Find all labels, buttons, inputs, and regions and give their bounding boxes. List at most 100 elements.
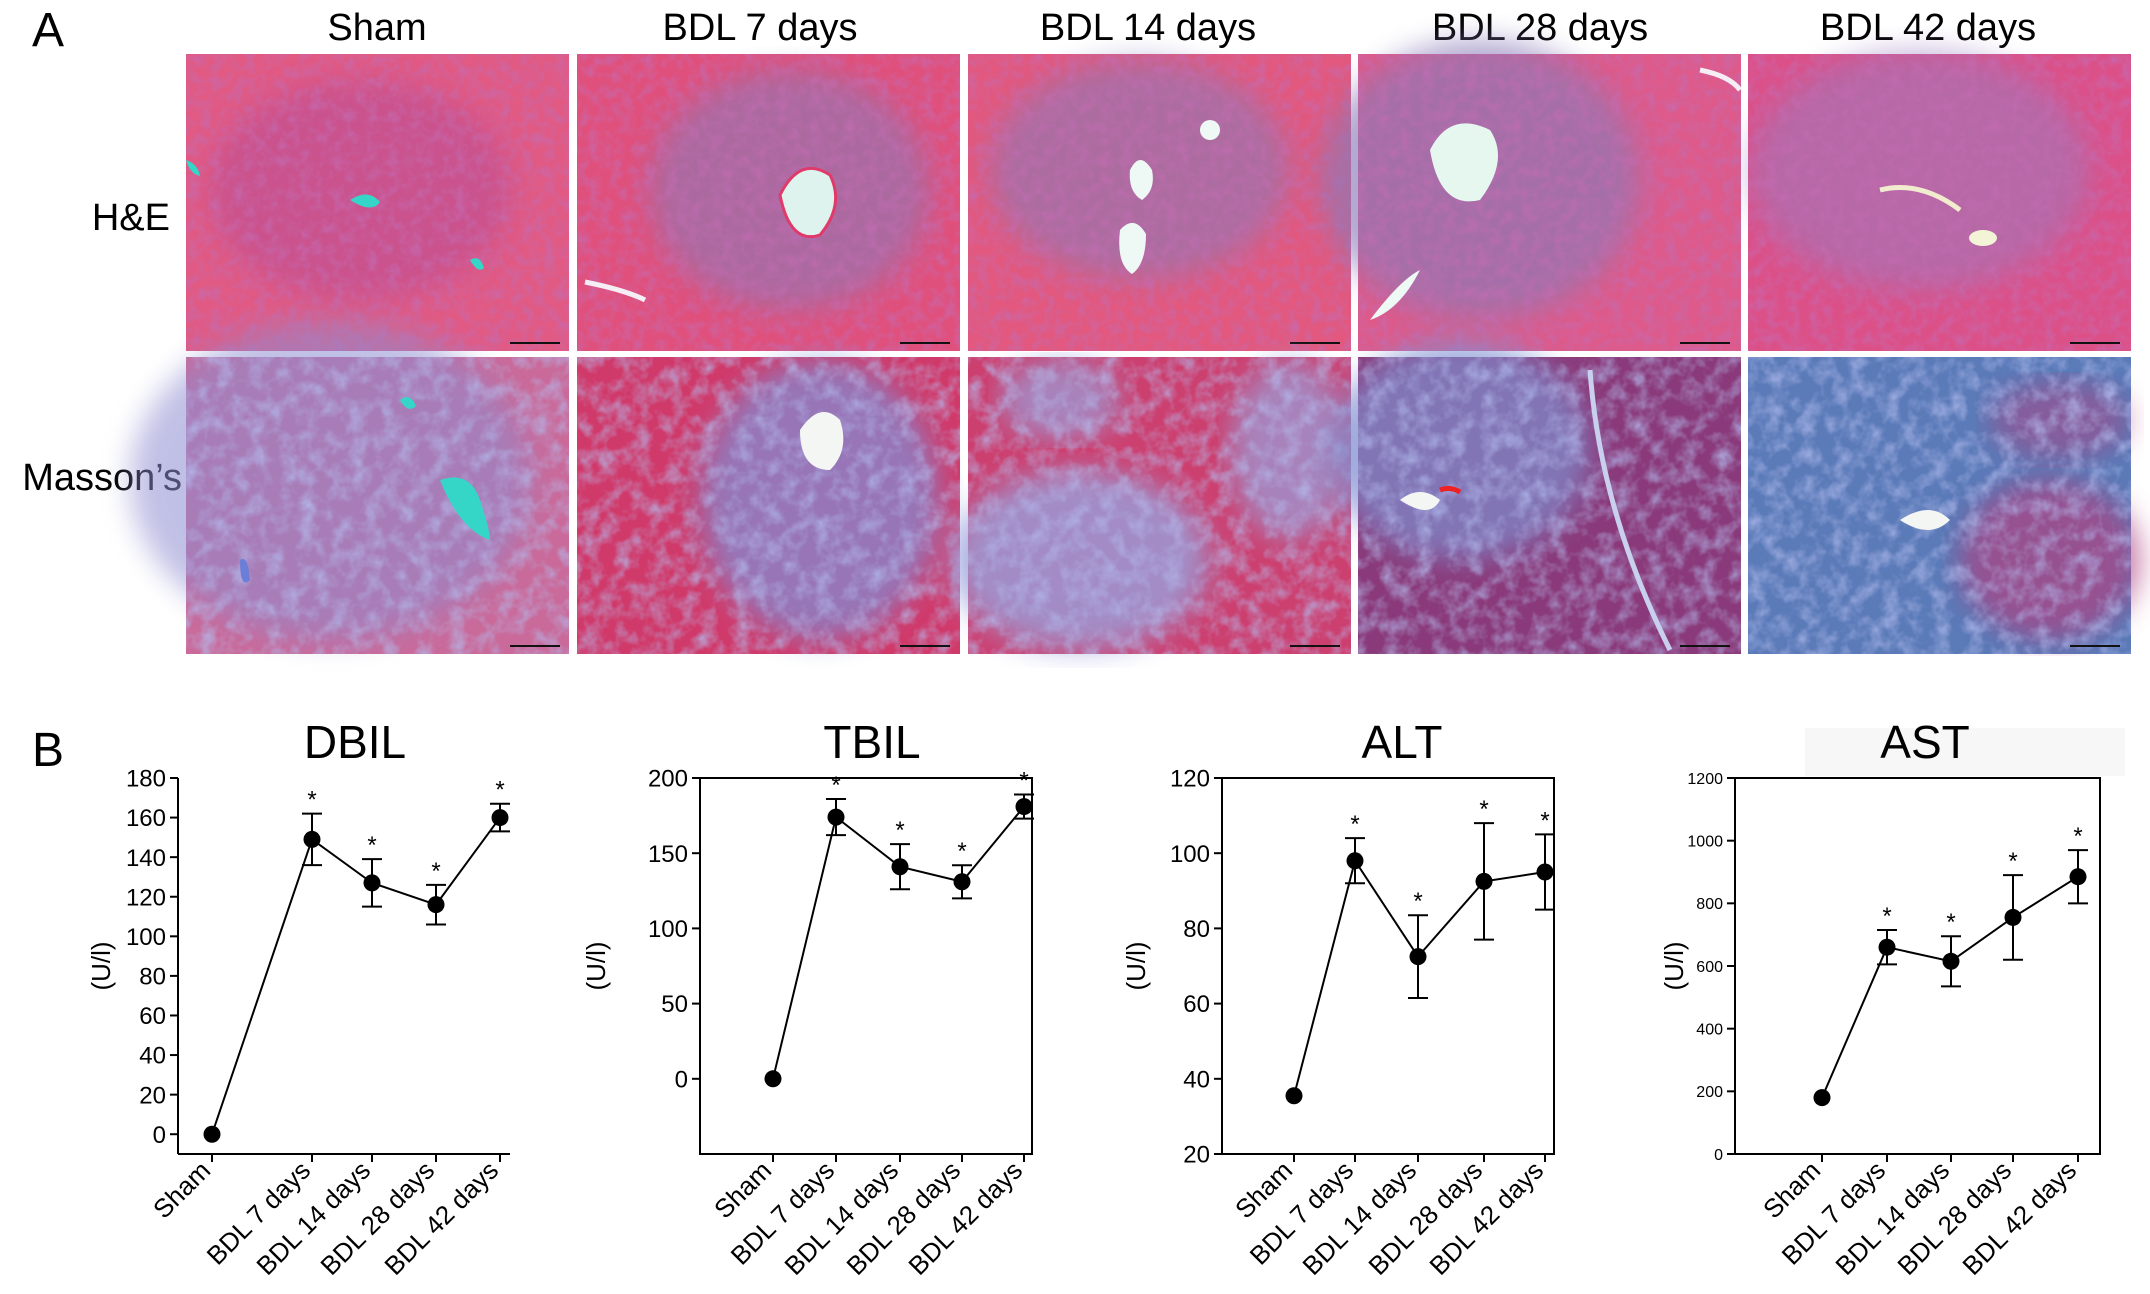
ast-ytick-label: 0 xyxy=(1714,1147,1723,1164)
tbil-ytick-label: 150 xyxy=(648,841,688,868)
dbil-y-axis-label: (U/l) xyxy=(86,941,116,990)
ast-significance-marker: * xyxy=(2008,848,2017,875)
ast-significance-marker: * xyxy=(2073,823,2082,850)
dbil-ytick-label: 0 xyxy=(153,1122,166,1149)
row-header-he: H&E xyxy=(92,197,170,239)
dbil-ytick-label: 40 xyxy=(139,1043,166,1070)
column-header-bdl-7-days: BDL 7 days xyxy=(662,7,857,49)
tbil-ytick-label: 100 xyxy=(648,916,688,943)
dbil-title: DBIL xyxy=(304,716,406,768)
dbil-ytick-label: 60 xyxy=(139,1003,166,1030)
tbil-title: TBIL xyxy=(823,716,920,768)
tbil-data-point xyxy=(891,858,909,876)
tbil-significance-marker: * xyxy=(1019,768,1028,795)
ast-ytick-label: 1000 xyxy=(1687,833,1723,850)
ast-ytick-label: 400 xyxy=(1696,1021,1723,1038)
dbil-ytick-label: 100 xyxy=(126,924,166,951)
tbil-data-point xyxy=(827,808,845,826)
ast-data-point xyxy=(2069,868,2087,886)
alt-data-point xyxy=(1346,852,1364,870)
tbil-series-line xyxy=(772,805,1025,1080)
column-header-bdl-42-days: BDL 42 days xyxy=(1820,7,2036,49)
masson-image-bdl-7-days xyxy=(577,357,960,654)
ast-data-point xyxy=(1813,1089,1831,1107)
ast-ytick-label: 800 xyxy=(1696,896,1723,913)
dbil-data-point xyxy=(491,809,509,827)
alt-significance-marker: * xyxy=(1540,807,1549,834)
dbil-series-line xyxy=(211,816,501,1135)
masson-image-bdl-42-days xyxy=(1748,357,2140,654)
dbil-data-point xyxy=(303,830,321,848)
dbil-ytick-label: 80 xyxy=(139,964,166,991)
alt-ytick-label: 100 xyxy=(1170,841,1210,868)
tbil-data-point xyxy=(1015,798,1033,816)
column-header-bdl-14-days: BDL 14 days xyxy=(1040,7,1256,49)
ast-y-axis-label: (U/l) xyxy=(1659,941,1689,990)
dbil-xtick-label: Sham xyxy=(147,1155,216,1224)
panel-b-label: B xyxy=(32,724,64,777)
ast-title: AST xyxy=(1880,716,1969,768)
tbil-data-point xyxy=(764,1070,782,1088)
ast-data-point xyxy=(1942,952,1960,970)
dbil-significance-marker: * xyxy=(367,832,376,859)
alt-y-axis-label: (U/l) xyxy=(1121,941,1151,990)
ast-data-point xyxy=(2004,908,2022,926)
tbil-significance-marker: * xyxy=(831,772,840,799)
dbil-data-point xyxy=(427,896,445,914)
alt-data-point xyxy=(1285,1087,1303,1105)
tbil-significance-marker: * xyxy=(957,838,966,865)
he-image-bdl-14-days xyxy=(968,54,1351,351)
dbil-ytick-label: 180 xyxy=(126,766,166,793)
alt-title: ALT xyxy=(1362,716,1443,768)
tbil-ytick-label: 200 xyxy=(648,766,688,793)
dbil-ytick-label: 160 xyxy=(126,805,166,832)
alt-significance-marker: * xyxy=(1479,796,1488,823)
masson-image-bdl-28-days xyxy=(1330,340,1741,654)
alt-ytick-label: 20 xyxy=(1183,1142,1210,1169)
ast-title-background xyxy=(1805,728,2125,776)
tbil-y-axis-label: (U/l) xyxy=(581,941,611,990)
tbil-data-point xyxy=(953,873,971,891)
ast-ytick-label: 600 xyxy=(1696,959,1723,976)
tbil-ytick-label: 50 xyxy=(661,991,688,1018)
dbil-ytick-label: 20 xyxy=(139,1082,166,1109)
ast-data-point xyxy=(1878,938,1896,956)
ast-ytick-label: 1200 xyxy=(1687,771,1723,788)
alt-data-point xyxy=(1475,872,1493,890)
tbil-ytick-label: 0 xyxy=(675,1066,688,1093)
masson-image-sham xyxy=(130,320,569,654)
dbil-data-point xyxy=(203,1125,221,1143)
ast-plot-frame xyxy=(1734,777,2101,1155)
dbil-chart: DBIL020406080100120140160180(U/l)ShamBDL… xyxy=(86,716,510,1281)
alt-ytick-label: 60 xyxy=(1183,991,1210,1018)
charts: DBIL020406080100120140160180(U/l)ShamBDL… xyxy=(86,716,2101,1281)
alt-data-point xyxy=(1536,863,1554,881)
he-image-bdl-28-days xyxy=(1320,40,1743,351)
panel-a-label: A xyxy=(32,4,64,57)
dbil-data-point xyxy=(363,874,381,892)
alt-significance-marker: * xyxy=(1350,811,1359,838)
masson-image-bdl-14-days xyxy=(950,357,1351,654)
alt-plot-frame xyxy=(1221,777,1555,1155)
ast-significance-marker: * xyxy=(1946,909,1955,936)
ast-significance-marker: * xyxy=(1882,903,1891,930)
tbil-plot-frame xyxy=(699,777,1033,1155)
dbil-significance-marker: * xyxy=(431,858,440,885)
dbil-significance-marker: * xyxy=(495,777,504,804)
dbil-significance-marker: * xyxy=(307,787,316,814)
alt-data-point xyxy=(1409,948,1427,966)
he-image-bdl-7-days xyxy=(577,54,960,351)
dbil-ytick-label: 120 xyxy=(126,884,166,911)
he-image-sham xyxy=(186,54,569,351)
alt-significance-marker: * xyxy=(1413,888,1422,915)
tbil-significance-marker: * xyxy=(895,817,904,844)
column-header-sham: Sham xyxy=(327,7,426,49)
alt-ytick-label: 80 xyxy=(1183,916,1210,943)
he-image-bdl-42-days xyxy=(1748,50,2131,351)
ast-ytick-label: 200 xyxy=(1696,1084,1723,1101)
alt-ytick-label: 40 xyxy=(1183,1066,1210,1093)
